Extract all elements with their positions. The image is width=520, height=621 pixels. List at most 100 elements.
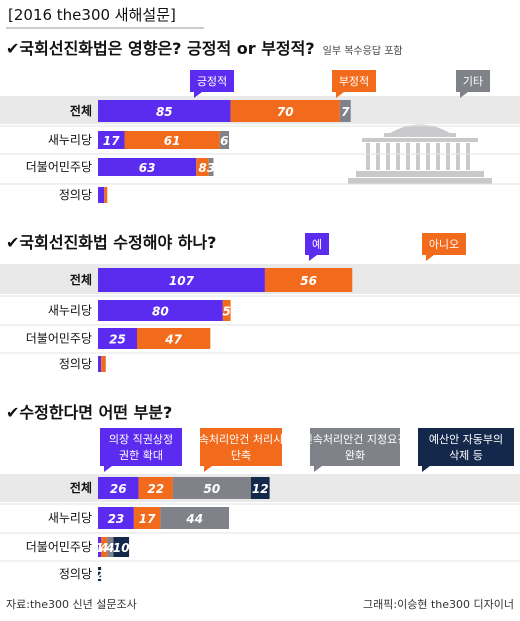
bar-segment <box>98 158 197 176</box>
bar-value-label: 80 <box>152 305 169 319</box>
legend-label: 신속처리안건 지정요건 <box>303 433 408 446</box>
bar-segment <box>250 477 270 499</box>
legend-label: 기타 <box>463 75 483 88</box>
legend-tag <box>332 70 376 92</box>
section-title: ✔수정한다면 어떤 부분? <box>6 403 172 422</box>
legend-tag-pointer <box>336 92 344 98</box>
legend-label: 완화 <box>345 449 365 462</box>
legend-tag <box>190 70 234 92</box>
legend-tag-pointer <box>314 466 322 472</box>
legend-tag-pointer <box>426 255 434 261</box>
category-label: 전체 <box>70 480 92 495</box>
national-assembly-building-icon <box>348 124 492 184</box>
bar-segment <box>101 356 106 372</box>
legend-tag-pointer <box>309 255 317 261</box>
legend-label: 예산안 자동부의 <box>429 433 503 446</box>
bar-value-label: 12 <box>252 482 269 496</box>
bar-value-label: 17 <box>103 134 120 148</box>
bar-segment <box>98 328 137 349</box>
bar-segment <box>98 507 134 529</box>
bar-segment <box>98 477 139 499</box>
bar-segment <box>339 100 351 122</box>
bar-value-label: 4 <box>99 541 108 555</box>
bar-segment <box>208 158 214 176</box>
bar-value-separator: / <box>122 358 130 372</box>
category-label: 정의당 <box>59 357 92 371</box>
legend-tag <box>422 233 466 255</box>
bar-value-label: 1 <box>95 541 103 555</box>
bar-segment <box>138 477 173 499</box>
bar-segment <box>172 477 251 499</box>
bar-segment <box>101 537 108 557</box>
bar-value-label: 23 <box>108 512 125 526</box>
bar-value-label: 2 <box>95 568 103 582</box>
bar-segment <box>98 131 125 149</box>
legend-tag <box>305 233 329 255</box>
legend-label: 권한 확대 <box>119 449 163 462</box>
bar-value-label: 107 <box>169 274 195 288</box>
legend-tag <box>200 428 282 466</box>
bar-value-label: 44 <box>185 512 203 526</box>
bar-segment <box>219 131 230 149</box>
legend-label: 의장 직권상정 <box>109 433 173 446</box>
bar-value-label: 10 <box>113 541 130 555</box>
bar-value-separator: / <box>124 189 132 203</box>
bar-value-label: 3 <box>136 358 144 372</box>
bar-segment <box>98 187 105 203</box>
bar-value-label: 50 <box>204 482 221 496</box>
legend-label: 긍정적 <box>197 75 227 88</box>
footer-credit: 그래픽:이승현 the300 디자이너 <box>363 598 514 611</box>
category-label: 더불어민주당 <box>26 540 92 554</box>
legend-tag-pointer <box>460 92 468 98</box>
bar-value-label: 56 <box>300 274 317 288</box>
legend-tag <box>456 70 490 92</box>
legend-label: 삭제 등 <box>449 449 483 462</box>
bar-segment <box>98 356 102 372</box>
bar-segment <box>98 537 101 557</box>
bar-value-label: 70 <box>277 105 294 119</box>
bar-value-label: 4 <box>112 189 121 203</box>
bar-value-label: 61 <box>164 134 181 148</box>
bar-segment <box>133 507 161 529</box>
bar-segment <box>222 300 231 321</box>
legend-tag <box>100 428 182 466</box>
category-label: 전체 <box>70 272 92 287</box>
bar-value-label: 2 <box>112 358 120 372</box>
bar-value-label: 6 <box>220 134 228 148</box>
legend-tag-pointer <box>104 466 112 472</box>
bar-segment <box>124 131 220 149</box>
bar-value-label: 8 <box>198 161 206 175</box>
bar-segment <box>264 268 353 292</box>
footer-source: 자료:the300 신년 설문조사 <box>6 598 137 611</box>
bar-value-label: 1 <box>138 189 146 203</box>
bar-segment <box>104 187 108 203</box>
bar-value-label: 85 <box>156 105 173 119</box>
bar-value-label: 47 <box>164 333 182 347</box>
legend-label: 예 <box>312 238 322 251</box>
bar-value-label: 4 <box>105 541 114 555</box>
bar-segment <box>98 100 231 122</box>
bar-value-label: 22 <box>147 482 164 496</box>
legend-tag <box>310 428 400 466</box>
bar-value-label: 3 <box>207 161 215 175</box>
section-note: 일부 복수응답 포함 <box>323 45 403 57</box>
bar-segment <box>98 300 223 321</box>
legend-label: 신속처리안건 처리시간 <box>189 433 294 446</box>
section-title: ✔국회선진화법은 영향은? 긍정적 or 부정적? <box>6 39 315 58</box>
bar-value-label: 5 <box>223 305 231 319</box>
bar-segment <box>137 328 211 349</box>
section-title: ✔국회선진화법 수정해야 하나? <box>6 233 216 252</box>
bar-segment <box>98 268 265 292</box>
legend-tag-pointer <box>194 92 202 98</box>
category-label: 새누리당 <box>48 133 92 147</box>
bar-value-label: 26 <box>110 482 127 496</box>
category-label: 정의당 <box>59 188 92 202</box>
bar-segment <box>230 100 340 122</box>
category-label: 더불어민주당 <box>26 332 92 346</box>
legend-tag-pointer <box>422 466 430 472</box>
category-label: 새누리당 <box>48 304 92 318</box>
legend-label: 부정적 <box>339 75 369 88</box>
bar-segment <box>107 537 114 557</box>
